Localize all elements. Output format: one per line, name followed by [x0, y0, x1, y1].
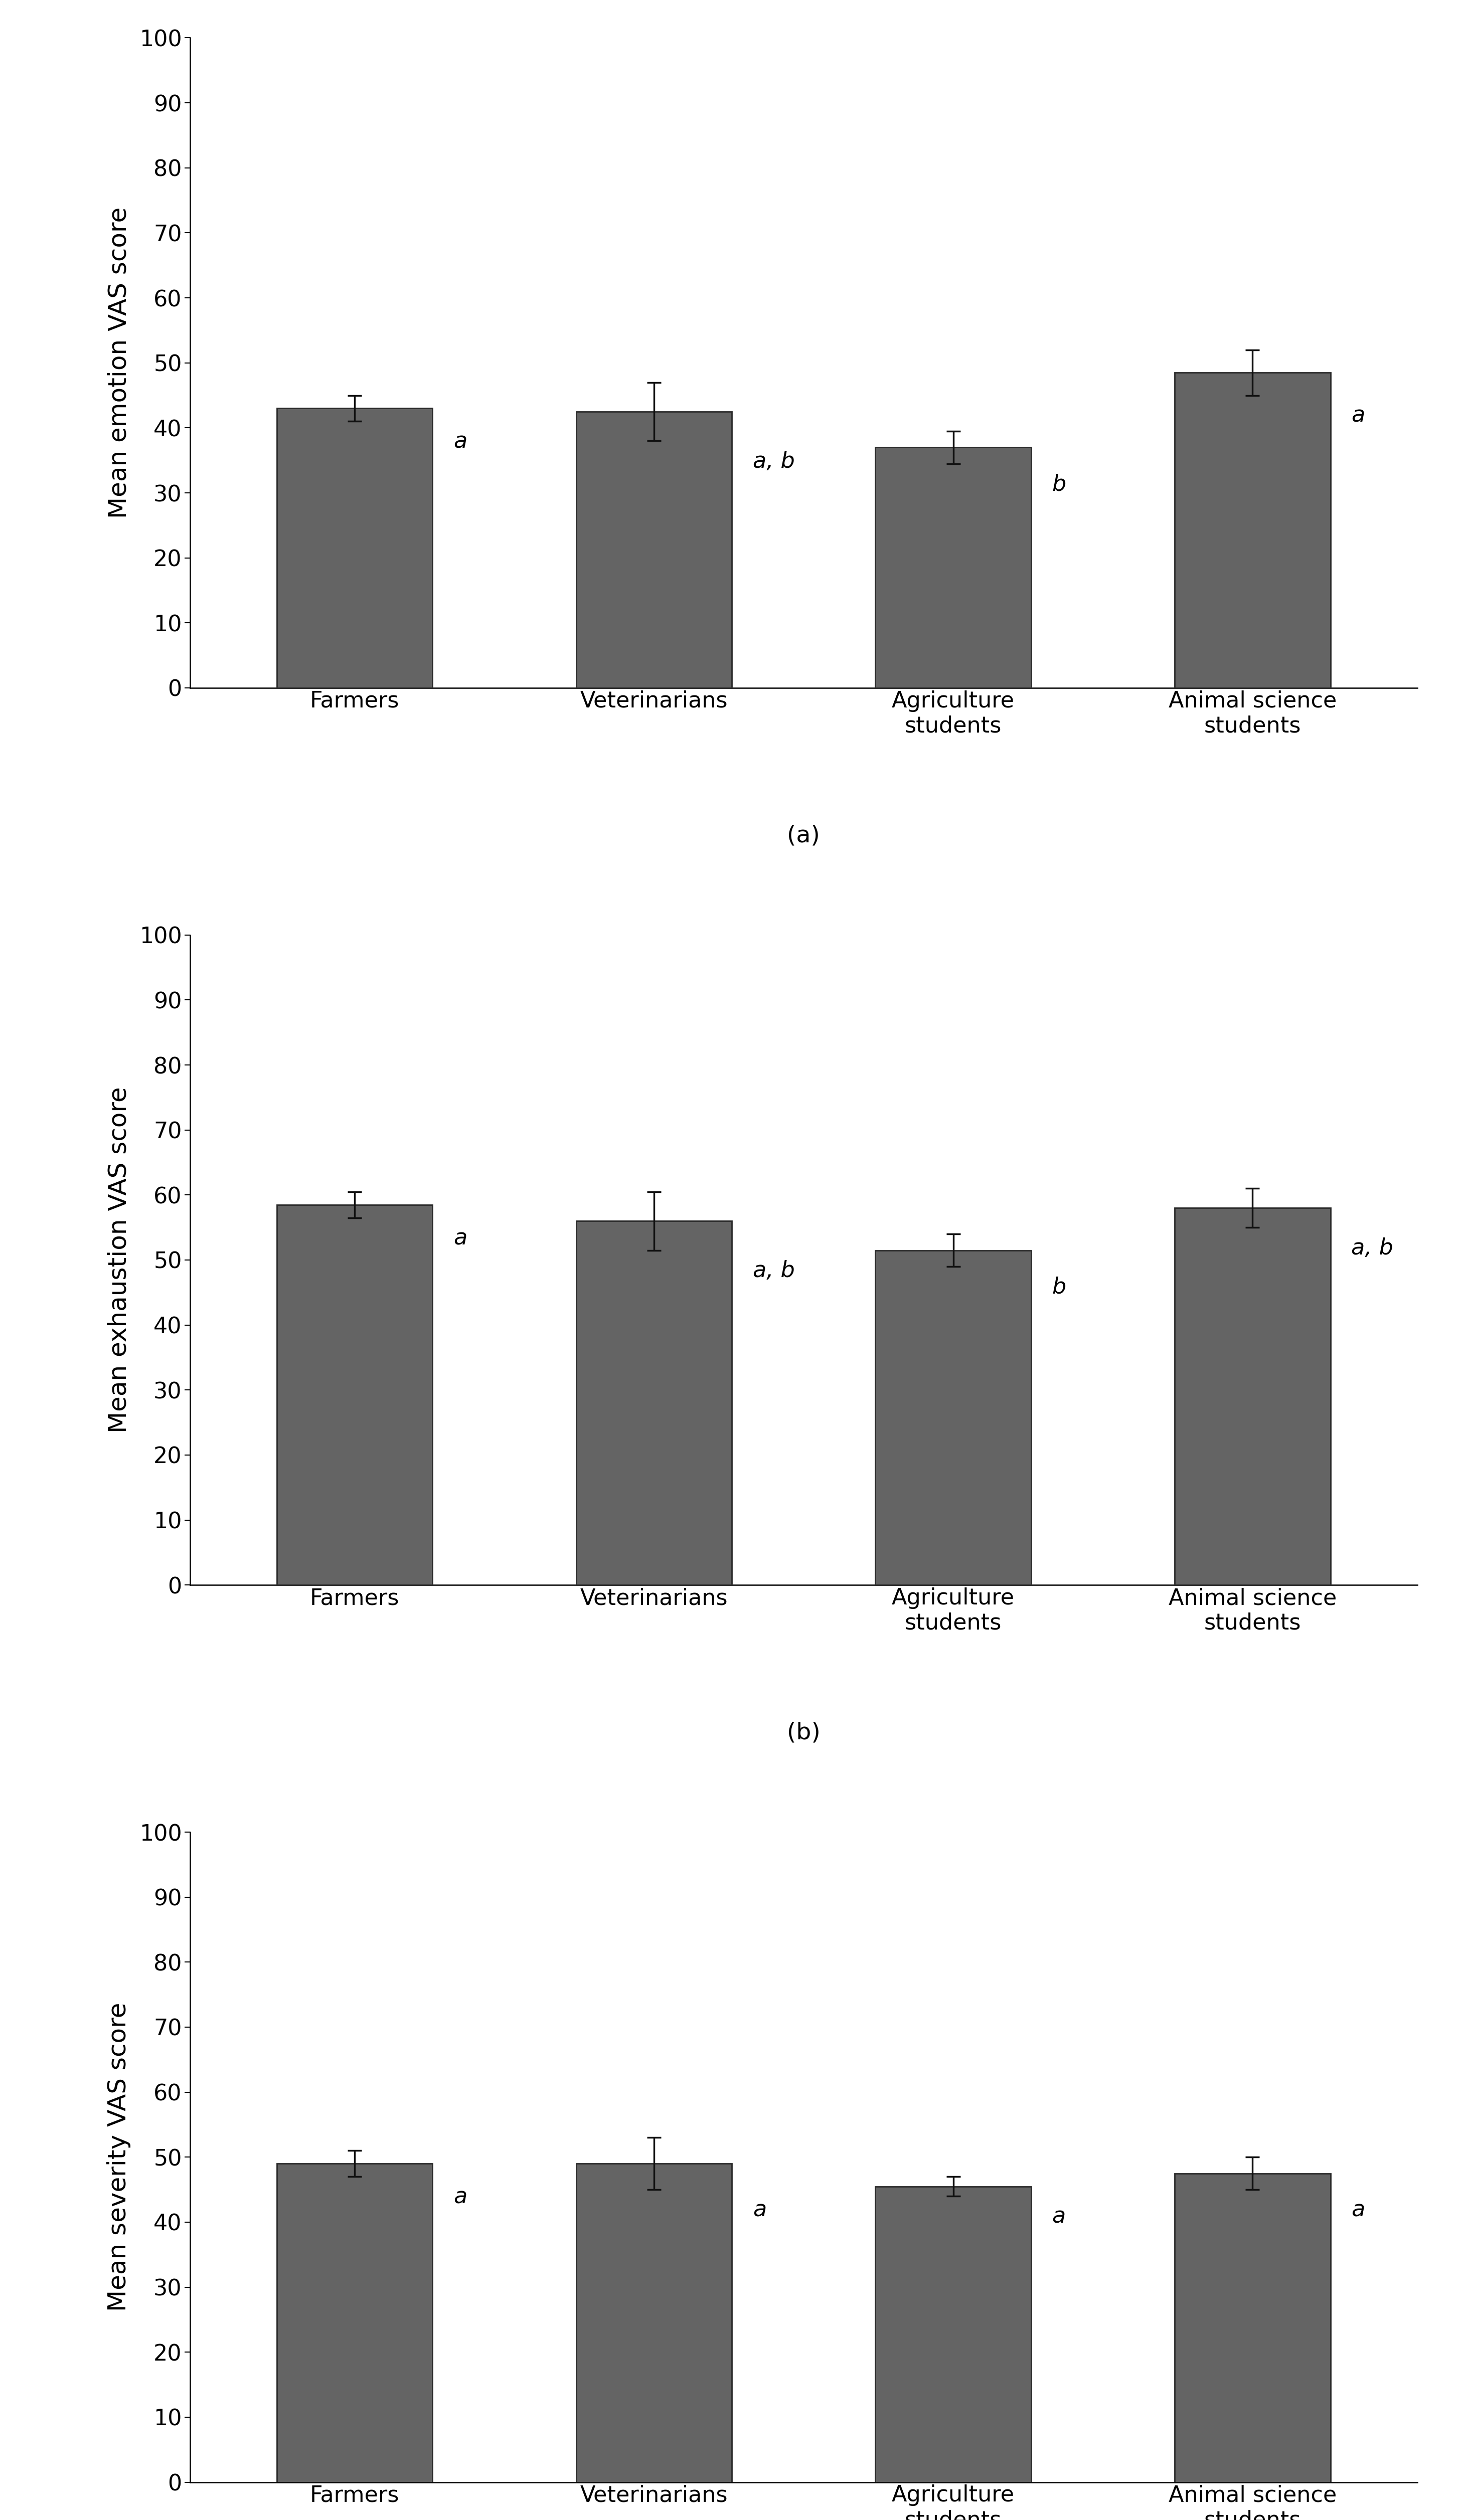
Text: a: a [752, 2200, 767, 2220]
Text: (b): (b) [787, 1721, 820, 1744]
Text: a, b: a, b [752, 1260, 795, 1283]
Text: a: a [1351, 406, 1365, 426]
Text: a, b: a, b [752, 451, 795, 471]
Bar [1175, 1207, 1331, 1585]
Text: a: a [453, 431, 468, 454]
Bar [1175, 373, 1331, 688]
Bar [276, 1205, 432, 1585]
Bar [576, 411, 732, 688]
Text: a: a [453, 1227, 468, 1250]
Bar [276, 2165, 432, 2482]
Text: a, b: a, b [1351, 1237, 1394, 1260]
Bar [576, 2165, 732, 2482]
Bar [875, 1250, 1031, 1585]
Text: a: a [1052, 2205, 1065, 2228]
Bar [875, 449, 1031, 688]
Bar [276, 408, 432, 688]
Y-axis label: Mean severity VAS score: Mean severity VAS score [107, 2003, 131, 2311]
Bar [875, 2187, 1031, 2482]
Bar [1175, 2172, 1331, 2482]
Text: a: a [453, 2187, 468, 2208]
Y-axis label: Mean exhaustion VAS score: Mean exhaustion VAS score [107, 1086, 131, 1434]
Text: b: b [1052, 1275, 1067, 1298]
Text: a: a [1351, 2200, 1365, 2220]
Bar [576, 1222, 732, 1585]
Text: b: b [1052, 474, 1067, 494]
Text: (a): (a) [787, 824, 820, 847]
Y-axis label: Mean emotion VAS score: Mean emotion VAS score [107, 207, 131, 519]
